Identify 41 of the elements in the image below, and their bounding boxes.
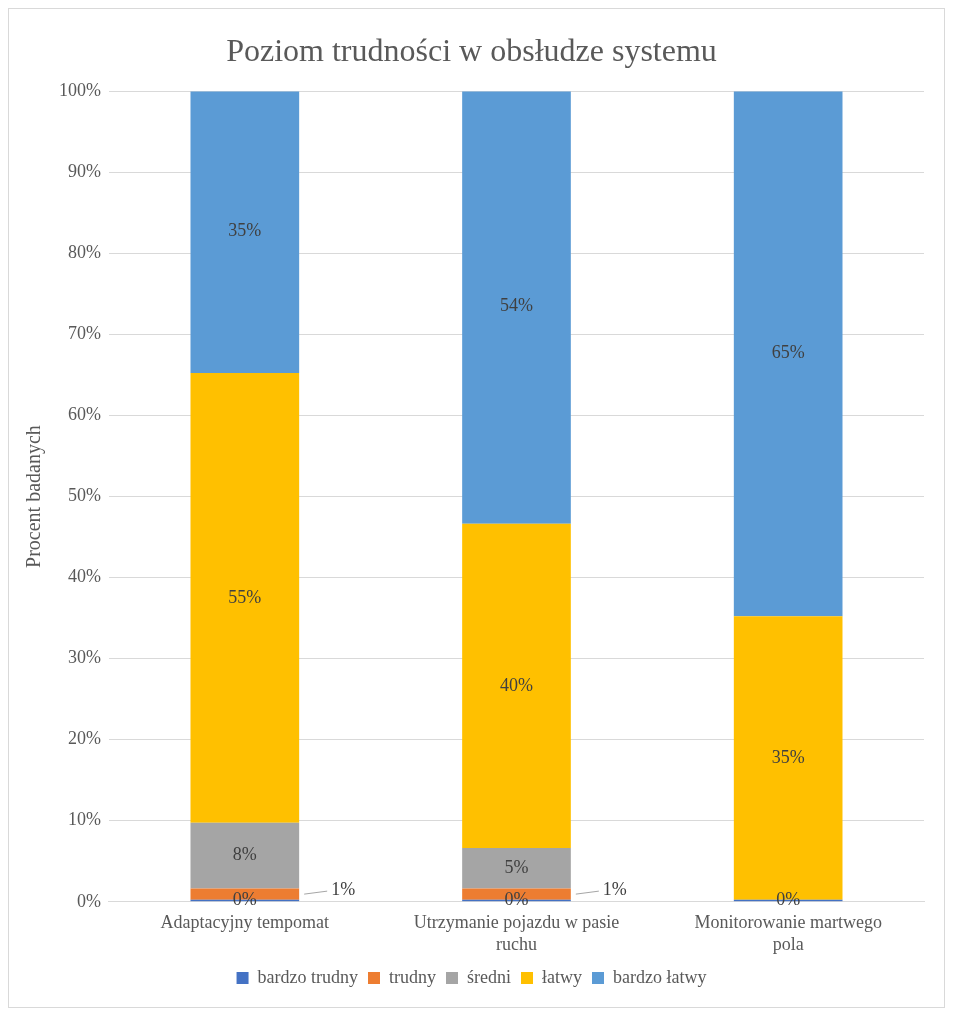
- data-label: 1%: [602, 878, 627, 899]
- bar: [190, 373, 300, 823]
- y-axis-title: Procent badanych: [22, 425, 46, 568]
- data-label: 65%: [771, 341, 805, 362]
- legend-label: trudny: [389, 966, 437, 987]
- data-label: 5%: [504, 856, 529, 877]
- legend-label: bardzo łatwy: [612, 966, 707, 987]
- bar: [733, 91, 843, 617]
- data-label: 35%: [228, 219, 262, 240]
- data-label: 1%: [331, 878, 356, 899]
- y-tick-label: 20%: [67, 728, 101, 749]
- y-tick-label: 50%: [67, 485, 101, 506]
- y-tick-label: 40%: [67, 566, 101, 587]
- legend-label: bardzo trudny: [257, 966, 359, 987]
- y-tick-label: 0%: [76, 890, 101, 911]
- data-label: 0%: [776, 889, 801, 910]
- x-tick-label: Monitorowanie martwego pola: [694, 912, 882, 954]
- bar: [462, 523, 571, 848]
- chart-title: Poziom trudności w obsłudze systemu: [226, 31, 717, 68]
- data-label: 8%: [232, 844, 257, 865]
- y-tick-label: 70%: [67, 323, 101, 344]
- y-tick-label: 90%: [67, 161, 101, 182]
- bar: [462, 91, 571, 524]
- y-tick-label: 80%: [67, 242, 101, 263]
- data-label: 40%: [500, 674, 533, 695]
- y-tick-label: 100%: [58, 80, 101, 101]
- bar: [462, 847, 571, 889]
- y-tick-label: 60%: [67, 404, 101, 425]
- x-tick-label: Adaptacyjny tempomat: [160, 912, 330, 933]
- data-label: 0%: [232, 889, 257, 910]
- bar: [190, 91, 300, 374]
- legend-label: łatwy: [542, 966, 582, 987]
- bar: [190, 822, 300, 889]
- x-tick-label: Utrzymanie pojazdu w pasie ruchu: [413, 912, 620, 954]
- y-tick-label: 10%: [67, 809, 101, 830]
- y-tick-label: 30%: [67, 647, 101, 668]
- legend-label: średni: [467, 966, 512, 987]
- data-label: 35%: [771, 746, 805, 767]
- data-label: 0%: [504, 889, 529, 910]
- data-label: 54%: [500, 295, 533, 316]
- data-label: 55%: [228, 586, 262, 607]
